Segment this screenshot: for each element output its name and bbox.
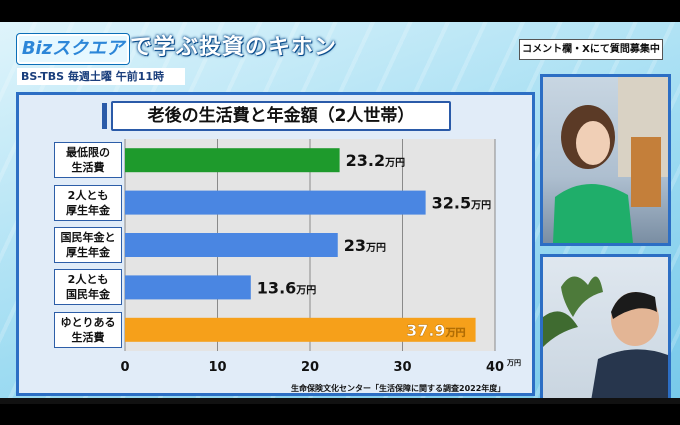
- bar: [125, 190, 426, 215]
- title-accent-bar: [102, 103, 107, 129]
- data-label: 32.5万円: [432, 194, 491, 213]
- data-label: 13.6万円: [257, 278, 316, 297]
- bottom-bar: [0, 398, 680, 404]
- data-label: 23万円: [344, 236, 386, 255]
- bar: [125, 233, 338, 257]
- category-label: 国民年金と 厚生年金: [54, 227, 122, 263]
- guest-photo: [543, 276, 668, 401]
- guest-camera-feed: [540, 254, 671, 404]
- x-tick-label: 10: [208, 360, 226, 375]
- x-tick-label: 0: [120, 360, 129, 375]
- bar-chart: 0 10 20 30 40 万円 23.2万円 32.5万円 23万円 13.6万円 37.9万円: [120, 139, 521, 375]
- data-label: 37.9万円: [406, 321, 465, 340]
- broadcast-info: BS-TBS 毎週土曜 午前11時: [17, 68, 185, 85]
- broadcast-screen: Bizスクエア で学ぶ投資のキホン コメント欄・Xにて質問募集中 BS-TBS …: [0, 22, 680, 404]
- comment-notice: コメント欄・Xにて質問募集中: [519, 39, 663, 60]
- bar: [125, 148, 340, 173]
- bar: [125, 275, 251, 300]
- chart-title: 老後の生活費と年金額（2人世帯）: [111, 101, 451, 131]
- source-note: 生命保険文化センター「生活保障に関する調査2022年度」: [291, 384, 506, 393]
- x-tick-label: 30: [393, 360, 411, 375]
- presenter-camera-feed: [540, 74, 671, 246]
- bar: [125, 317, 476, 342]
- show-title: で学ぶ投資のキホン: [130, 35, 338, 60]
- presenter-photo: [553, 77, 668, 243]
- x-tick-label: 40: [486, 360, 504, 375]
- category-label: ゆとりある 生活費: [54, 311, 122, 348]
- x-axis-unit: 万円: [506, 359, 521, 367]
- category-label: 2人とも 厚生年金: [54, 184, 122, 221]
- brand-logo: Bizスクエア: [17, 34, 129, 64]
- category-label: 最低限の 生活費: [54, 142, 122, 179]
- chart-panel: 老後の生活費と年金額（2人世帯） 最低限の 生活費 2人とも 厚生年金 国民年金と …: [16, 92, 535, 396]
- category-label: 2人とも 国民年金: [54, 269, 122, 306]
- data-label: 23.2万円: [346, 151, 405, 170]
- x-tick-label: 20: [301, 360, 319, 375]
